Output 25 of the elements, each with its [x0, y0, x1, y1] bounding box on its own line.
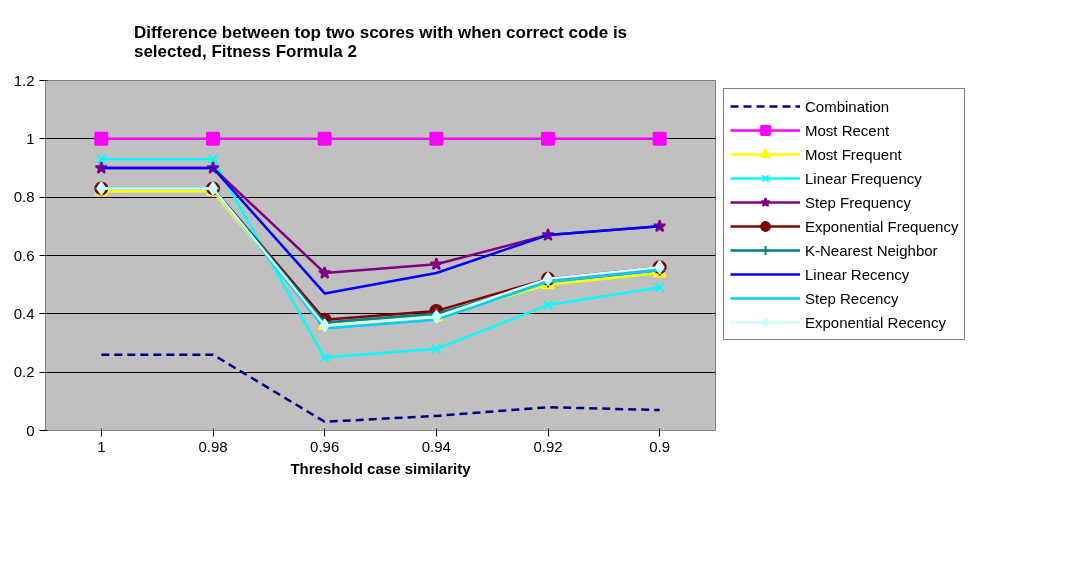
legend-label: Exponential Frequency	[805, 216, 959, 237]
y-tick-label: 0	[26, 421, 35, 439]
legend-label: Most Frequent	[805, 144, 902, 165]
x-tick-label: 0.94	[421, 437, 451, 455]
y-tick-label: 0.6	[13, 246, 35, 264]
chart-title: Difference between top two scores with when correct code is selected, Fitness Formula 2	[133, 22, 628, 61]
legend-label: Step Frequency	[805, 192, 911, 213]
x-tick-label: 0.96	[310, 437, 340, 455]
y-tick-label: 0.8	[13, 188, 35, 206]
x-tick-label: 0.9	[649, 437, 671, 455]
legend-label: Step Recency	[805, 288, 899, 309]
y-tick-label: 1	[26, 129, 35, 147]
legend-label: Most Recent	[805, 120, 890, 141]
legend-label: Combination	[805, 96, 890, 117]
x-tick-label: 1	[97, 437, 106, 455]
legend-label: Linear Recency	[805, 264, 910, 285]
y-tick-label: 0.2	[13, 363, 35, 381]
legend-label: K-Nearest Neighbor	[805, 240, 938, 261]
x-tick-label: 0.98	[198, 437, 228, 455]
y-tick-label: 1.2	[13, 71, 35, 89]
y-tick-label: 0.4	[13, 304, 35, 322]
x-axis-title: Threshold case similarity	[290, 459, 472, 477]
legend-label: Exponential Recency	[805, 312, 946, 333]
legend-label: Linear Frequency	[805, 168, 922, 189]
x-tick-label: 0.92	[533, 437, 563, 455]
